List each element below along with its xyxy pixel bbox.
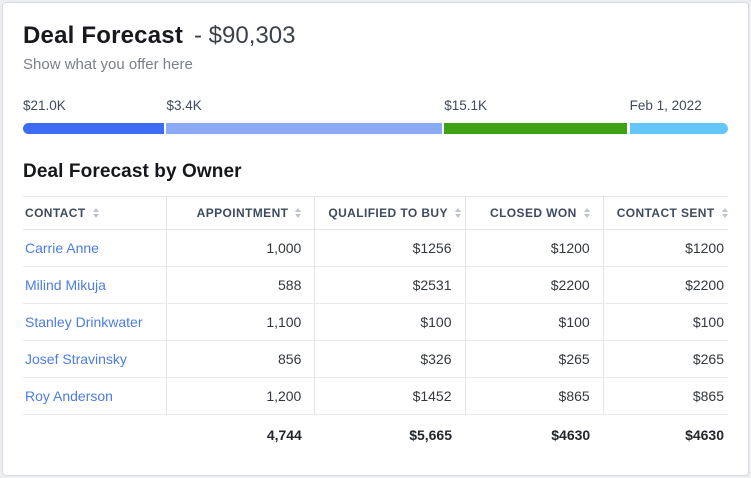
column-header-contact[interactable]: CONTACT: [23, 196, 167, 230]
bar-segment: [629, 123, 728, 134]
qualified-to-buy-cell: $1452: [314, 377, 466, 415]
table-row: Josef Stravinsky 856 $326 $265 $265: [23, 340, 728, 378]
qualified-to-buy-cell: $1256: [314, 229, 466, 267]
totals-closed-won: $4630: [551, 427, 591, 443]
appointment-cell: 856: [165, 340, 315, 378]
totals-qualified-to-buy: $5,665: [409, 427, 453, 443]
closed-won-cell: $2200: [464, 266, 604, 304]
bar-segment: [444, 123, 628, 134]
table-header-row: CONTACT APPOINTMENT QUALIFIED TO BUY CLO…: [23, 196, 728, 230]
deal-forecast-table: CONTACT APPOINTMENT QUALIFIED TO BUY CLO…: [23, 196, 728, 455]
totals-appointment: 4,744: [266, 427, 302, 443]
appointment-cell: 1,100: [165, 303, 315, 341]
column-header-label: QUALIFIED TO BUY: [328, 206, 448, 220]
totals-contact-sent: $4630: [685, 427, 724, 443]
qualified-to-buy-cell: $326: [314, 340, 466, 378]
closed-won-cell: $265: [464, 340, 604, 378]
contact-sent-cell: $265: [602, 340, 728, 378]
closed-won-cell: $100: [464, 303, 604, 341]
contact-link[interactable]: Josef Stravinsky: [25, 351, 127, 367]
contact-link[interactable]: Milind Mikuja: [25, 277, 106, 293]
qualified-to-buy-cell: $100: [314, 303, 466, 341]
column-header-label: APPOINTMENT: [196, 206, 289, 220]
section-title: Deal Forecast by Owner: [23, 161, 242, 182]
sort-icon: [721, 208, 728, 218]
table-row: Stanley Drinkwater 1,100 $100 $100 $100: [23, 303, 728, 341]
contact-link[interactable]: Carrie Anne: [25, 240, 99, 256]
bar-segment-label: $21.0K: [23, 98, 66, 113]
contact-cell: Stanley Drinkwater: [23, 303, 167, 341]
table-row: Carrie Anne 1,000 $1256 $1200 $1200: [23, 229, 728, 267]
contact-sent-cell: $865: [602, 377, 728, 415]
column-header-appointment[interactable]: APPOINTMENT: [165, 196, 315, 230]
table-row: Roy Anderson 1,200 $1452 $865 $865: [23, 377, 728, 415]
bar-segment-label: Feb 1, 2022: [629, 98, 702, 113]
closed-won-cell: $1200: [464, 229, 604, 267]
appointment-cell: 1,200: [165, 377, 315, 415]
forecast-total-amount: - $90,303: [194, 22, 296, 49]
bar-segment-label: $15.1K: [444, 98, 488, 113]
report-subtitle: Show what you offer here: [23, 56, 193, 73]
contact-link[interactable]: Stanley Drinkwater: [25, 314, 143, 330]
closed-won-cell: $865: [464, 377, 604, 415]
appointment-cell: 1,000: [165, 229, 315, 267]
bar-segment-label: $3.4K: [166, 98, 202, 113]
bar-segment: [166, 123, 442, 134]
sort-icon: [583, 208, 590, 218]
contact-cell: Josef Stravinsky: [23, 340, 167, 378]
column-header-qualified-to-buy[interactable]: QUALIFIED TO BUY: [314, 196, 466, 230]
contact-link[interactable]: Roy Anderson: [25, 388, 113, 404]
contact-cell: Carrie Anne: [23, 229, 167, 267]
forecast-progress-bar: [23, 123, 728, 134]
sort-icon: [454, 208, 461, 218]
column-header-label: CONTACT: [25, 206, 86, 220]
contact-sent-cell: $2200: [602, 266, 728, 304]
column-header-label: CLOSED WON: [490, 206, 577, 220]
column-header-closed-won[interactable]: CLOSED WON: [464, 196, 604, 230]
forecast-bar-labels: $21.0K $3.4K $15.1K Feb 1, 2022: [23, 98, 728, 115]
contact-sent-cell: $100: [602, 303, 728, 341]
contact-sent-cell: $1200: [602, 229, 728, 267]
totals-row: 4,744 $5,665 $4630 $4630: [23, 415, 728, 456]
appointment-cell: 588: [165, 266, 315, 304]
contact-cell: Roy Anderson: [23, 377, 167, 415]
table-row: Milind Mikuja 588 $2531 $2200 $2200: [23, 266, 728, 304]
report-header: Deal Forecast - $90,303: [23, 22, 728, 50]
page-title: Deal Forecast: [23, 22, 184, 49]
totals-empty-cell: [23, 415, 166, 456]
bar-segment: [23, 123, 164, 134]
sort-icon: [92, 208, 99, 218]
column-header-label: CONTACT SENT: [616, 206, 715, 220]
contact-cell: Milind Mikuja: [23, 266, 167, 304]
column-header-contact-sent[interactable]: CONTACT SENT: [602, 196, 728, 230]
qualified-to-buy-cell: $2531: [314, 266, 466, 304]
sort-icon: [295, 208, 302, 218]
